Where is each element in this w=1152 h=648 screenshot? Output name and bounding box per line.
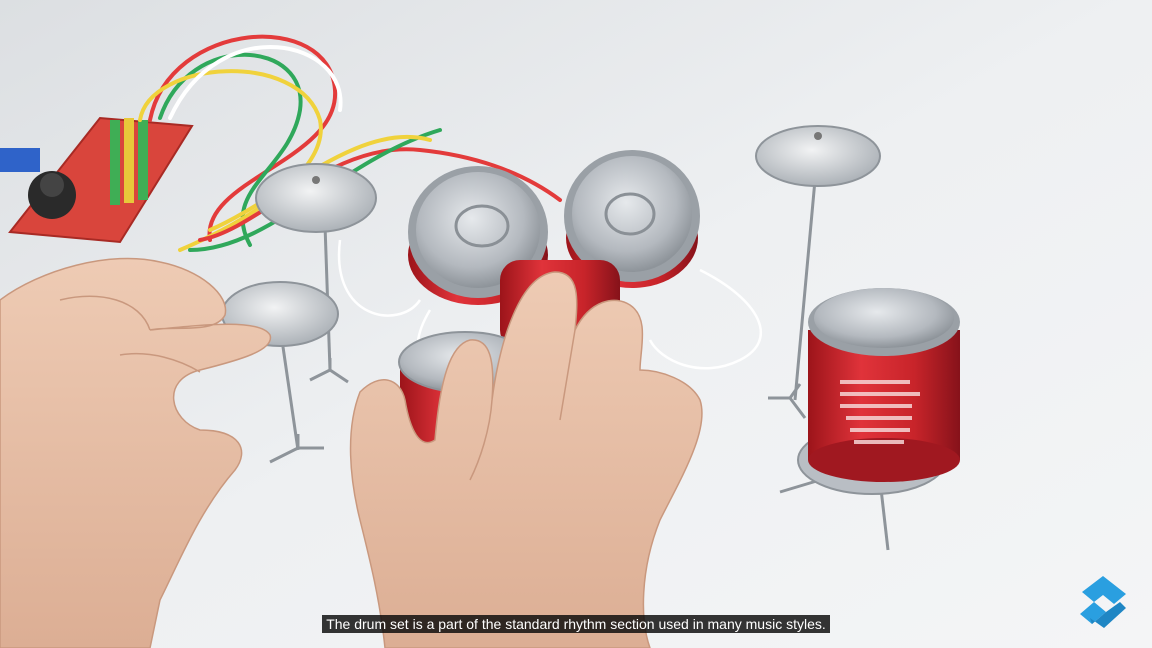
video-subtitle: The drum set is a part of the standard r… (322, 615, 830, 633)
wires (138, 34, 562, 252)
can-floor-tom (779, 288, 960, 551)
left-hand (0, 257, 272, 648)
subtitle-container: The drum set is a part of the standard r… (0, 615, 1152, 634)
right-hand (349, 271, 703, 648)
circuit-board (0, 116, 194, 244)
s-logo-icon[interactable] (1080, 576, 1126, 628)
cymbal-right (755, 125, 881, 419)
